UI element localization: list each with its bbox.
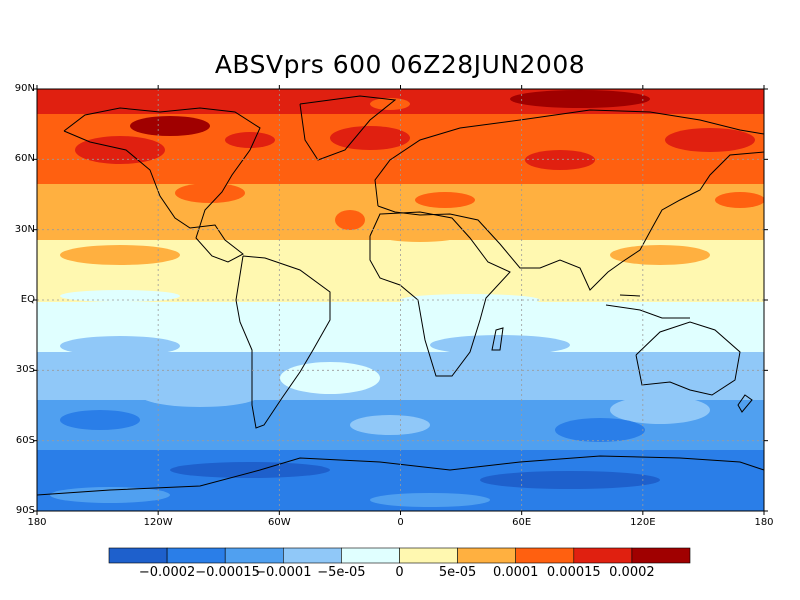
lat-tick-label: 60S xyxy=(15,434,35,446)
colorbar-tick-label: 5e-05 xyxy=(438,565,477,580)
indonesia-outline xyxy=(605,294,690,319)
colorbar-swatch xyxy=(224,547,284,564)
colorbar-swatch xyxy=(341,547,400,564)
lon-tick-label: 60E xyxy=(512,517,532,528)
colorbar-tick-label: −0.00015 xyxy=(195,565,260,580)
africa-outline xyxy=(369,211,511,377)
plot-frame xyxy=(36,88,765,512)
map-title: ABSVprs 600 06Z28JUN2008 xyxy=(214,50,586,79)
lon-tick-label: 120W xyxy=(143,517,173,528)
colorbar-swatch xyxy=(166,547,226,564)
colorbar-swatch xyxy=(108,547,168,564)
lat-tick-label: EQ xyxy=(20,294,35,305)
colorbar-swatch xyxy=(515,547,575,564)
europe-asia-outline xyxy=(374,109,764,291)
lat-tick-label: 90S xyxy=(15,505,35,516)
colorbar-tick-label: 0 xyxy=(395,565,404,580)
madagascar-outline xyxy=(491,327,504,351)
greenland-outline xyxy=(299,95,397,161)
colorbar-tick-label: −0.0002 xyxy=(138,565,196,580)
new-zealand-outline xyxy=(737,394,753,413)
lon-tick-label: 180 xyxy=(27,517,47,528)
gridlines xyxy=(37,89,764,511)
colorbar-swatch xyxy=(399,547,458,564)
antarctica-outline xyxy=(37,455,764,496)
colorbar-tick-label: 0.0002 xyxy=(609,565,655,580)
lon-tick-label: 180 xyxy=(754,517,774,528)
colorbar-swatch xyxy=(631,547,691,564)
lon-tick-label: 60W xyxy=(268,517,291,528)
lon-tick-label: 120E xyxy=(630,517,656,528)
colorbar xyxy=(108,547,691,564)
lat-tick-label: 30S xyxy=(15,364,35,376)
colorbar-tick-label: −5e-05 xyxy=(317,565,366,580)
colorbar-swatch xyxy=(282,547,342,564)
colorbar-swatch xyxy=(457,547,517,564)
colorbar-tick-label: −0.0001 xyxy=(255,565,312,580)
coastlines xyxy=(37,95,764,496)
colorbar-tick-label: 0.00015 xyxy=(546,565,601,580)
north-america-outline xyxy=(63,107,261,263)
axis-ticks xyxy=(33,85,768,515)
colorbar-tick-label: 0.0001 xyxy=(492,565,539,580)
south-america-outline xyxy=(235,255,331,429)
australia-outline xyxy=(635,321,741,396)
lat-tick-label: 60N xyxy=(14,153,35,165)
colorbar-swatch xyxy=(573,547,633,564)
lon-tick-label: 0 xyxy=(397,517,404,528)
lat-tick-label: 30N xyxy=(14,223,35,235)
lat-tick-label: 90N xyxy=(14,83,35,94)
